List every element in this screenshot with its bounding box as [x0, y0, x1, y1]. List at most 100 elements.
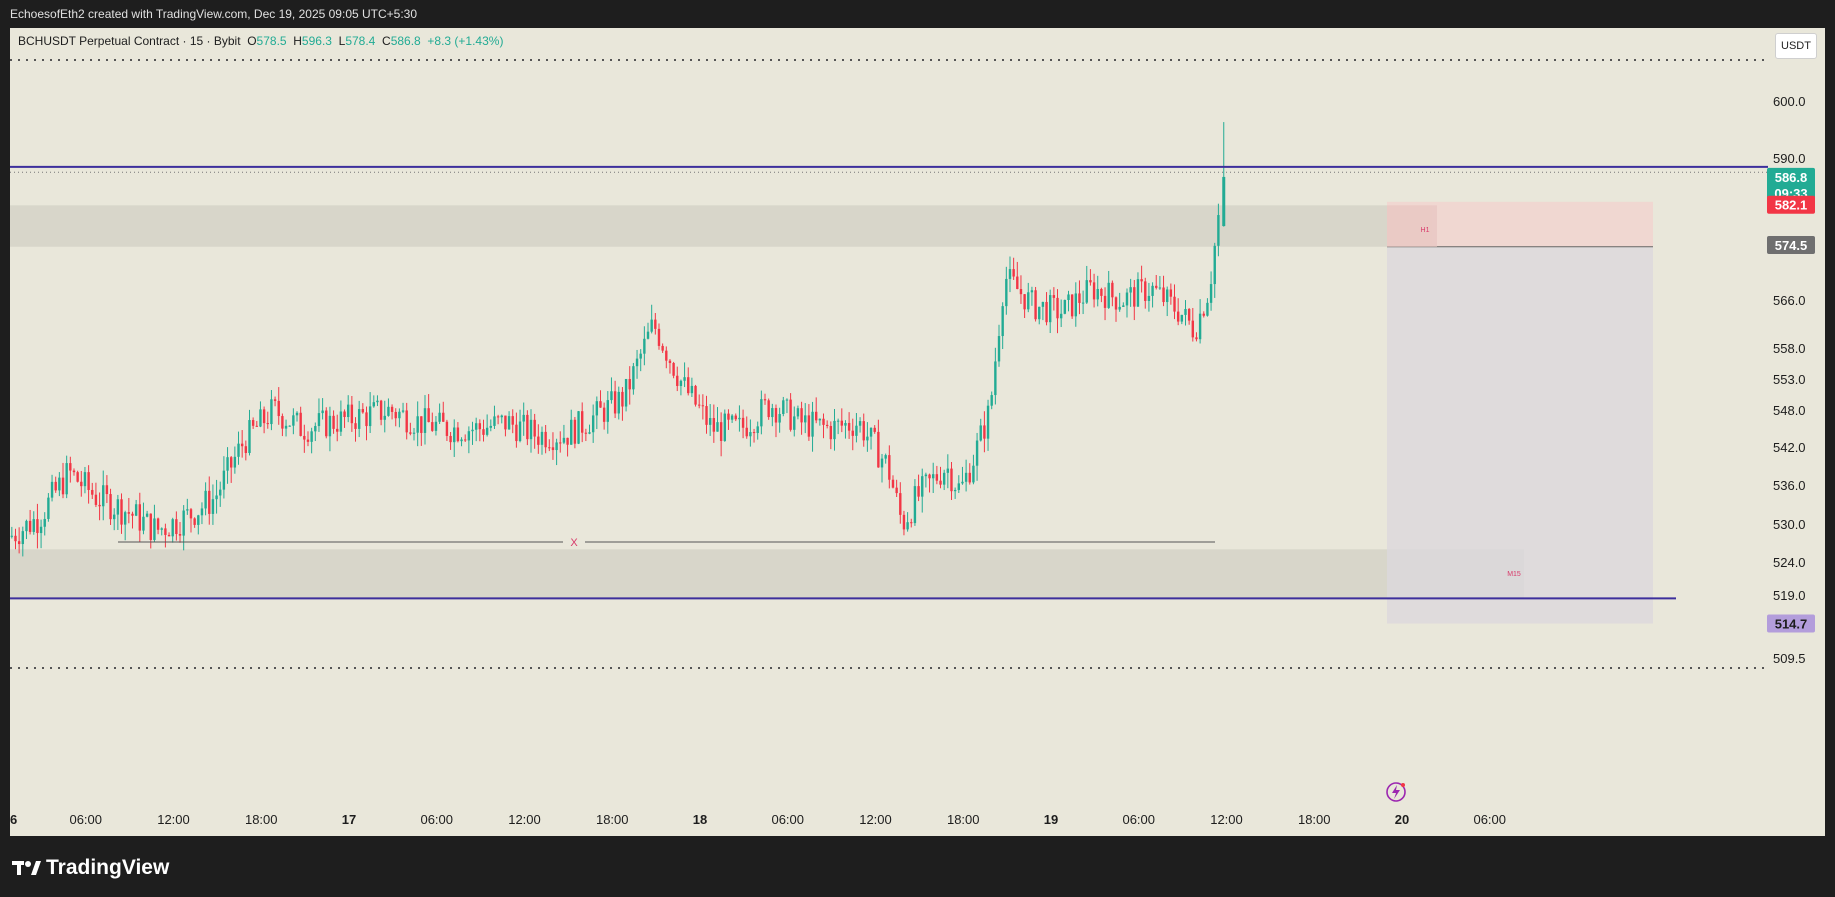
candle-body — [1107, 282, 1110, 308]
candle-body — [972, 465, 975, 483]
candle-body — [65, 463, 68, 495]
candle-body — [145, 513, 149, 517]
candle-body — [262, 409, 266, 424]
chart-pane[interactable]: X H1 M15 600.0 590.0 566.0 558.0 553.0 548.0 542… — [10, 28, 1825, 836]
candle-body — [1202, 313, 1205, 316]
candle-body — [248, 420, 251, 454]
candle-body — [749, 432, 752, 437]
candle-body — [113, 514, 116, 520]
candle-body — [1012, 269, 1015, 277]
candle-body — [511, 416, 514, 425]
candle-body — [91, 489, 94, 495]
candle-body — [1049, 295, 1052, 323]
candle-body — [591, 415, 595, 433]
candle-body — [1176, 311, 1180, 322]
candle-body — [270, 399, 273, 425]
candle-body — [208, 490, 211, 514]
candle-body — [540, 431, 544, 445]
candle-body — [899, 493, 902, 515]
time-axis-tick: 20 — [1395, 812, 1409, 827]
candle-body — [873, 427, 876, 432]
price-axis-tick: 553.0 — [1773, 372, 1806, 387]
time-axis-tick: 06:00 — [1473, 812, 1506, 827]
candle-body — [763, 399, 767, 401]
candle-body — [562, 437, 566, 443]
candle-body — [804, 415, 807, 423]
candle-body — [522, 414, 525, 422]
candle-body — [332, 415, 335, 429]
candle-body — [167, 534, 171, 537]
candle-body — [116, 499, 120, 515]
profit-target-zone[interactable] — [1387, 246, 1653, 624]
candle-body — [661, 345, 664, 351]
candle-body — [760, 399, 763, 427]
candle-body — [387, 406, 390, 416]
tradingview-logo[interactable]: TradingView — [12, 856, 169, 880]
time-axis-tick: 06:00 — [1122, 812, 1155, 827]
price-axis-tick: 536.0 — [1773, 478, 1806, 493]
candle-body — [774, 408, 778, 423]
last-candle-body[interactable] — [1222, 176, 1226, 227]
candle-body — [1005, 278, 1008, 307]
candle-body — [961, 481, 964, 484]
symbol-name[interactable]: BCHUSDT Perpetual Contract · 15 · Bybit — [18, 34, 241, 48]
lightning-alert-icon[interactable] — [1386, 782, 1406, 802]
candle-body — [423, 408, 427, 433]
tradingview-logo-icon — [12, 861, 41, 875]
candle-body — [1191, 320, 1194, 338]
candle-body — [950, 468, 953, 492]
candle-body — [1056, 297, 1059, 319]
candle-body — [953, 489, 957, 492]
candle-body — [442, 412, 445, 422]
candle-body — [1133, 287, 1136, 307]
candle-body — [244, 446, 248, 454]
candle-body — [1147, 295, 1151, 301]
candle-body — [25, 520, 28, 532]
candle-body — [482, 429, 485, 435]
candle-body — [997, 336, 1001, 362]
candle-body — [917, 486, 920, 497]
candle-body — [833, 420, 836, 440]
price-axis-tick: 600.0 — [1773, 94, 1806, 109]
candle-body — [986, 405, 990, 439]
price-axis-tick: 519.0 — [1773, 588, 1806, 603]
price-chart[interactable]: X H1 M15 600.0 590.0 566.0 558.0 553.0 548.0 542… — [10, 28, 1825, 836]
candle-body — [672, 363, 675, 376]
candle-body — [394, 411, 397, 419]
liquidity-marker: X — [570, 537, 578, 549]
candle-body — [635, 358, 639, 367]
candle-body — [273, 399, 277, 401]
candle-body — [72, 470, 76, 473]
candle-body — [120, 499, 123, 525]
candle-body — [701, 405, 705, 407]
candle-body — [281, 416, 284, 429]
candle-body — [1045, 301, 1048, 323]
candle-body — [1059, 313, 1063, 319]
candle-body — [1155, 285, 1158, 288]
time-axis-tick: 19 — [1044, 812, 1058, 827]
candle-body — [1140, 279, 1143, 282]
candle-body — [643, 338, 646, 354]
candle-body — [1184, 308, 1187, 315]
candle-body — [1001, 306, 1004, 337]
h1-label: H1 — [1421, 227, 1430, 234]
h1-box[interactable] — [1387, 205, 1437, 247]
candle-body — [1016, 276, 1019, 290]
candle-body — [259, 409, 262, 427]
candle-body — [932, 474, 935, 479]
currency-button[interactable]: USDT — [1775, 33, 1817, 59]
candle-body — [36, 519, 39, 534]
symbol-legend: BCHUSDT Perpetual Contract · 15 · Bybit … — [18, 34, 503, 48]
candle-body — [496, 416, 500, 418]
candle-body — [1052, 295, 1056, 298]
candle-body — [10, 535, 14, 537]
demand-zone[interactable] — [10, 549, 1524, 599]
supply-zone[interactable] — [10, 205, 1432, 247]
candle-body — [1129, 287, 1132, 293]
candle-body — [1103, 295, 1107, 308]
time-axis-tick: 18:00 — [947, 812, 980, 827]
candle-body — [17, 541, 21, 545]
candle-body — [237, 443, 240, 457]
candle-body — [745, 427, 748, 437]
candle-body — [189, 509, 193, 519]
